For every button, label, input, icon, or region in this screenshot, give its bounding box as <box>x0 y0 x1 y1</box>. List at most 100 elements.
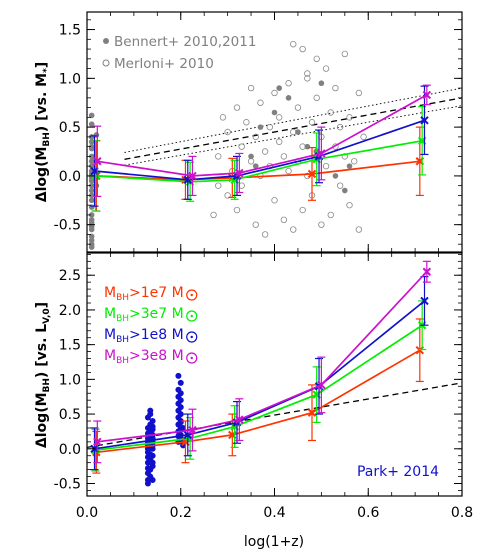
xtick-label: 0.2 <box>170 505 192 521</box>
merloni-point <box>238 143 245 150</box>
bennert-point <box>88 233 95 240</box>
bennert-point <box>88 163 95 169</box>
bennert-point <box>276 85 282 91</box>
merloni-point <box>285 80 292 87</box>
bottom-ytick-label: 1.0 <box>59 372 81 388</box>
bennert-point <box>271 109 278 116</box>
bottom-ytick-label: 0.5 <box>59 407 81 423</box>
bennert-point <box>88 158 95 165</box>
bennert-point <box>88 187 95 194</box>
park-annotation: Park+ 2014 <box>357 464 439 480</box>
top-ytick-label: 0.0 <box>59 169 81 185</box>
bottom-plot-area <box>87 260 462 487</box>
merloni-point <box>318 221 325 228</box>
bennert-point <box>88 197 95 204</box>
bennert-point <box>257 124 264 130</box>
bottom-series-3-point <box>317 380 326 390</box>
legend-merloni-label: Merloni+ 2010 <box>114 56 214 72</box>
merloni-point <box>308 119 316 126</box>
legend-bennert-label: Bennert+ 2010,2011 <box>114 34 256 50</box>
merloni-point <box>336 123 344 131</box>
bottom-ytick-label: 0.0 <box>59 442 81 458</box>
merloni-point <box>233 206 241 214</box>
top-series-3-point <box>188 171 197 181</box>
merloni-point <box>290 40 297 48</box>
top-ticks: -0.5 0.0 0.5 1.0 1.5 <box>54 12 463 252</box>
bottom-legend: MBH>1e7 M MBH>3e7 M MBH>1e8 M MBH>3e8 M <box>104 285 198 366</box>
merloni-point <box>304 75 311 82</box>
top-ytick-label: 0.5 <box>59 120 81 136</box>
merloni-point <box>313 55 320 63</box>
merloni-point <box>275 114 283 121</box>
merloni-point <box>257 99 264 106</box>
merloni-point <box>219 114 227 121</box>
bennert-point <box>88 182 95 189</box>
merloni-point <box>341 50 349 58</box>
park-point <box>177 411 184 418</box>
bottom-series-3-point <box>235 415 244 424</box>
merloni-point <box>271 89 278 97</box>
park-point <box>177 397 184 404</box>
bottom-ytick-label: 2.0 <box>59 303 81 319</box>
top-series-0-point <box>307 169 317 179</box>
sun-icon <box>186 310 198 322</box>
top-dotted-line <box>124 105 462 166</box>
merloni-point <box>275 138 283 145</box>
bennert-point <box>88 219 95 226</box>
bennert-point <box>346 163 353 169</box>
bennert-point <box>304 143 311 150</box>
top-series-3-point <box>422 90 432 100</box>
merloni-point <box>252 221 259 228</box>
bennert-point <box>342 187 348 194</box>
sun-icon <box>186 352 198 364</box>
merloni-point <box>294 104 302 111</box>
bennert-point <box>88 121 95 127</box>
bottom-dashed-line <box>87 382 462 449</box>
merloni-point <box>313 94 320 102</box>
top-legend: Bennert+ 2010,2011 Merloni+ 2010 <box>102 34 256 72</box>
legend-mbh-1e8: MBH>1e8 M <box>104 327 184 345</box>
top-series-2-point <box>420 116 429 125</box>
sun-icon <box>186 331 198 343</box>
x-axis-label: log(1+z) <box>244 534 304 550</box>
bottom-series-1-line <box>95 324 423 452</box>
bennert-point <box>252 163 259 169</box>
park-point <box>149 459 156 466</box>
top-dotted-line <box>124 87 462 153</box>
legend-merloni-marker <box>102 59 110 67</box>
bennert-point <box>88 244 95 250</box>
bottom-series-0-point <box>307 408 317 417</box>
bennert-point <box>248 153 254 160</box>
top-ytick-label: 1.5 <box>59 23 81 39</box>
top-dashed-line <box>124 97 462 160</box>
xtick-label: 0.4 <box>263 505 285 521</box>
top-plot-area <box>88 40 462 250</box>
park-point <box>180 424 187 431</box>
merloni-point <box>247 84 255 92</box>
sun-icon <box>186 289 198 301</box>
top-ytick-label: 1.0 <box>59 71 81 87</box>
xtick-label: 0.0 <box>76 505 98 521</box>
legend-mbh-3e8: MBH>3e8 M <box>104 348 184 366</box>
merloni-point <box>327 211 334 219</box>
bennert-point <box>295 129 301 135</box>
bennert-point <box>88 212 95 218</box>
merloni-point <box>299 206 306 214</box>
top-y-axis-label: Δlog(MBH) [vs. M*] <box>34 62 52 202</box>
top-series-3-point <box>93 157 102 166</box>
bottom-series-3-point <box>188 425 197 435</box>
merloni-point <box>215 153 222 160</box>
park-point <box>177 404 184 411</box>
merloni-point <box>261 231 269 238</box>
merloni-point <box>355 89 363 97</box>
bennert-point <box>332 173 339 179</box>
sun-icon-dot <box>190 314 193 318</box>
xtick-label: 0.8 <box>451 505 473 521</box>
top-series-3-point <box>317 149 326 158</box>
merloni-point <box>252 133 259 141</box>
park-point <box>177 419 184 426</box>
merloni-point <box>243 119 250 126</box>
top-series-3-line <box>97 94 428 177</box>
merloni-point <box>322 65 330 72</box>
